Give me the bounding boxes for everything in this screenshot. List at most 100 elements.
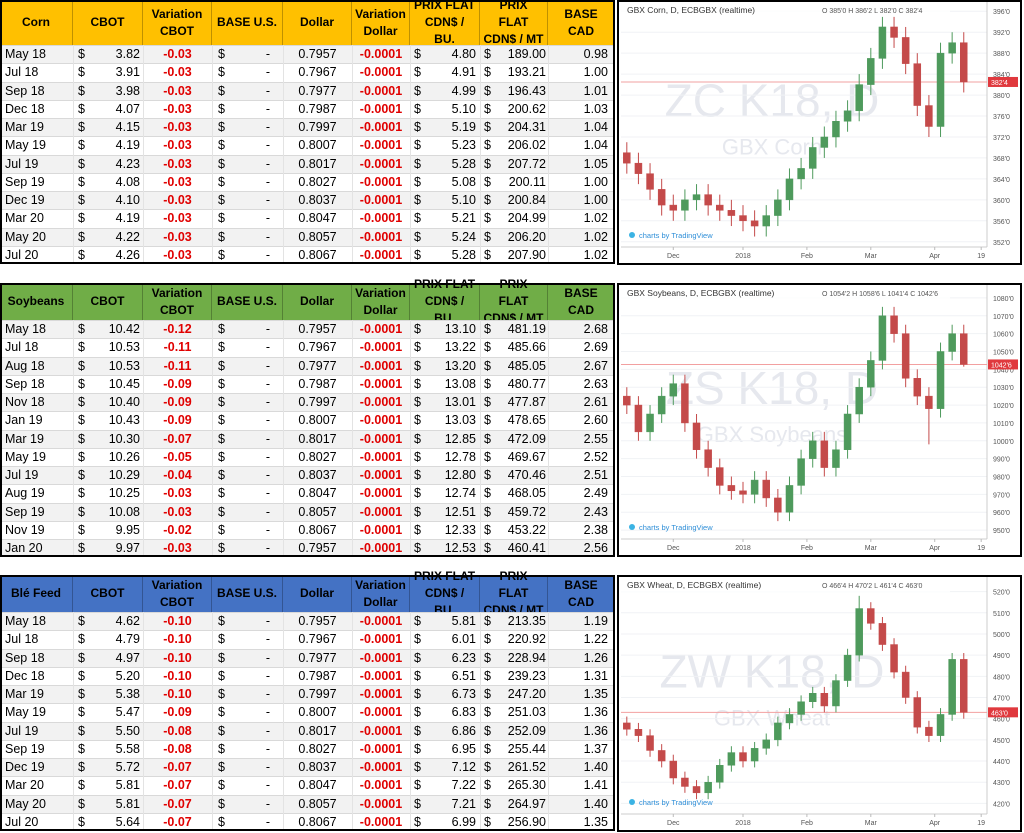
column-rule [73, 191, 74, 210]
y-tick-label: 1050'0 [993, 350, 1014, 357]
column-rule [212, 539, 213, 558]
watermark: ZC K18, D [665, 75, 880, 127]
table-cell: $ [78, 193, 85, 207]
column-rule [73, 209, 74, 228]
candle-body [878, 315, 887, 361]
candle-body [878, 623, 887, 645]
candle-body [913, 697, 922, 728]
table-cell: 0.8007 [298, 138, 337, 153]
table-cell: 200.84 [507, 193, 546, 207]
table-cell: 0.8037 [298, 760, 337, 774]
table-cell: -0.0001 [359, 741, 403, 756]
header-cell: Variation Dollar [352, 0, 410, 45]
table-cell: $ [484, 358, 491, 373]
x-tick-label: Apr [929, 820, 941, 827]
table-cell: $ [414, 413, 421, 428]
candle-body [739, 752, 747, 762]
column-rule [410, 758, 411, 777]
column-rule [480, 338, 481, 357]
table-cell: 10.08 [108, 504, 140, 519]
table-cell: 2.60 [583, 413, 608, 428]
ohlc-legend: O 466'4 H 470'2 L 461'4 C 463'0 [822, 583, 923, 590]
column-rule [352, 45, 353, 64]
last-price-label: 1042'6 [991, 362, 1012, 369]
table-cell: 1.41 [583, 778, 608, 793]
column-rule [352, 648, 353, 667]
table-cell: 0.8067 [298, 247, 337, 262]
credit: charts by TradingView [639, 231, 713, 240]
table-cell: $ [218, 156, 225, 171]
y-tick-label: 450'0 [993, 738, 1010, 745]
column-rule [283, 81, 284, 100]
column-rule [212, 666, 213, 685]
table-cell: Jul 19 [5, 468, 39, 482]
table-cell: 485.05 [507, 358, 546, 373]
table-cell: 1.00 [583, 65, 608, 80]
table-row [0, 99, 615, 118]
table-cell: $ [484, 413, 491, 428]
y-tick-label: 352'0 [993, 240, 1010, 247]
column-rule [480, 685, 481, 704]
table-row [0, 666, 615, 685]
candle-body [634, 404, 643, 433]
last-price-label: 463'0 [991, 710, 1008, 717]
column-rule [352, 320, 353, 339]
table-cell: $ [218, 778, 225, 793]
candle-body [855, 608, 863, 656]
table-cell: -0.07 [163, 778, 192, 793]
column-rule [410, 227, 411, 246]
table-cell: -0.03 [163, 193, 192, 207]
column-rule [73, 794, 74, 813]
header-cell: Variation CBOT [143, 575, 212, 612]
column-rule [143, 685, 144, 704]
candle-body [623, 395, 631, 406]
table-cell: 196.43 [507, 83, 546, 98]
table-cell: - [265, 632, 270, 647]
table-cell: Sep 19 [5, 174, 45, 189]
table-cell: $ [484, 650, 491, 665]
candle-body [692, 194, 701, 201]
table-cell: - [265, 486, 270, 501]
table-row [0, 118, 615, 137]
candle-body [681, 383, 689, 424]
table-cell: - [265, 211, 270, 226]
table-cell: 2.69 [583, 340, 608, 355]
candle-body [913, 378, 922, 397]
table-cell: 5.50 [115, 723, 140, 738]
x-tick-label: Dec [667, 253, 680, 260]
table-cell: -0.0001 [359, 376, 403, 391]
column-rule [548, 612, 549, 631]
column-rule [548, 520, 549, 539]
column-rule [143, 136, 144, 155]
y-tick-label: 420'0 [993, 801, 1010, 808]
table-cell: $ [414, 322, 421, 336]
column-rule [352, 338, 353, 357]
column-rule [480, 136, 481, 155]
x-tick-label: 19 [977, 820, 985, 827]
candle-body [716, 765, 724, 783]
table-row [0, 703, 615, 722]
column-rule [212, 429, 213, 448]
table-cell: 2.67 [583, 358, 608, 373]
column-rule [143, 758, 144, 777]
table-cell: -0.0001 [359, 723, 403, 738]
x-tick-label: Apr [929, 253, 941, 260]
column-rule [283, 45, 284, 64]
chart-title: GBX Soybeans, D, ECBGBX (realtime) [627, 288, 775, 298]
table-cell: 261.52 [507, 760, 546, 774]
table-cell: 10.30 [108, 431, 140, 446]
column-rule [352, 539, 353, 558]
table-cell: 5.38 [115, 687, 140, 701]
table-cell: 1.26 [583, 650, 608, 665]
candle-body [843, 110, 852, 122]
table-cell: $ [78, 229, 85, 244]
table-cell: 1.01 [583, 83, 608, 98]
candle-body [832, 680, 840, 707]
column-rule [352, 374, 353, 393]
table-cell: 6.95 [451, 741, 476, 756]
table-cell: $ [484, 431, 491, 446]
x-tick-label: Dec [667, 820, 680, 827]
header-cell: Dollar [283, 575, 352, 612]
column-rule [410, 520, 411, 539]
